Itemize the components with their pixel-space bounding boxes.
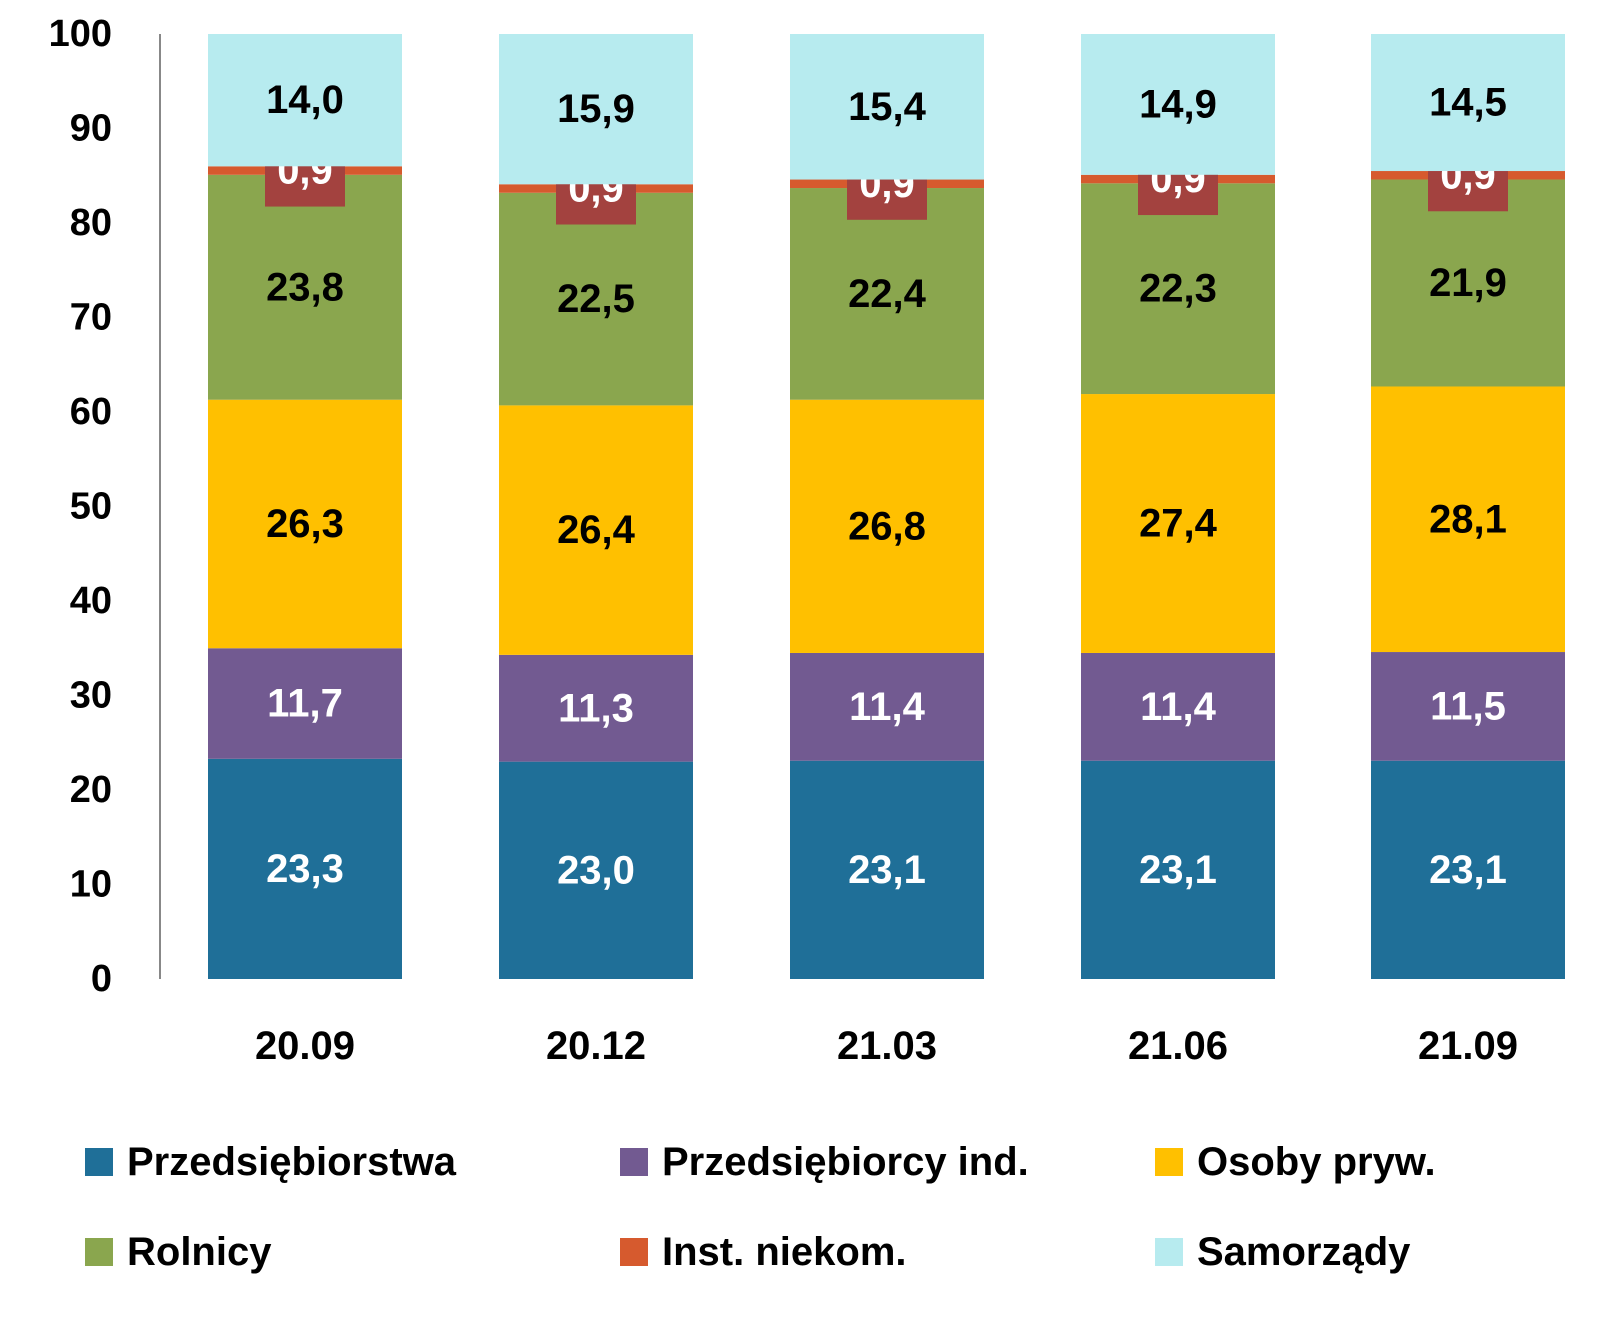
bar-segment	[790, 34, 984, 180]
bar-segment	[790, 188, 984, 400]
legend-swatch	[85, 1148, 113, 1176]
data-label: 26,3	[266, 502, 344, 546]
x-tick-label: 20.09	[255, 1024, 355, 1068]
legend-swatch	[85, 1238, 113, 1266]
legend-label: Rolnicy	[127, 1230, 272, 1274]
legend-label: Przedsiębiorstwa	[127, 1140, 457, 1184]
bar-segment	[790, 652, 984, 761]
data-label: 11,5	[1430, 684, 1506, 728]
bar-segment	[499, 192, 693, 406]
y-tick-label: 0	[91, 958, 112, 1000]
y-tick-label: 100	[49, 13, 112, 55]
legend-label: Inst. niekom.	[662, 1230, 907, 1274]
legend-label: Przedsiębiorcy ind.	[662, 1140, 1029, 1184]
y-tick-label: 20	[70, 769, 112, 811]
data-label: 23,3	[266, 847, 344, 891]
bar-segment	[1081, 760, 1275, 979]
bar-segment	[1081, 183, 1275, 395]
data-label: 23,8	[266, 265, 344, 309]
data-label: 15,9	[557, 87, 635, 131]
data-label: 28,1	[1429, 497, 1507, 541]
bar-segment	[208, 399, 402, 649]
data-label: 22,3	[1139, 267, 1217, 311]
bar-segment	[208, 174, 402, 400]
bar-segment	[499, 761, 693, 979]
legend-swatch	[620, 1148, 648, 1176]
bar-segment	[208, 758, 402, 979]
data-label: 11,7	[267, 682, 343, 726]
data-label: 11,3	[558, 686, 634, 730]
y-tick-label: 90	[70, 108, 112, 150]
y-tick-label: 80	[70, 202, 112, 244]
y-tick-label: 50	[70, 486, 112, 528]
legend-label: Osoby pryw.	[1197, 1140, 1436, 1184]
data-label: 23,1	[848, 848, 926, 892]
legend-swatch	[1155, 1238, 1183, 1266]
data-label: 14,5	[1429, 81, 1507, 125]
data-label: 11,4	[1140, 685, 1216, 729]
bar-segment	[1081, 394, 1275, 653]
x-tick-label: 20.12	[546, 1024, 646, 1068]
x-tick-label: 21.06	[1128, 1024, 1228, 1068]
bar-segment	[499, 405, 693, 655]
data-label: 14,9	[1139, 82, 1217, 126]
data-label: 22,4	[848, 272, 927, 316]
bar-segment	[208, 34, 402, 167]
y-tick-label: 70	[70, 297, 112, 339]
bar-segment	[790, 399, 984, 653]
legend-swatch	[620, 1238, 648, 1266]
data-label: 14,0	[266, 78, 344, 122]
bar-segment	[208, 648, 402, 759]
data-label: 22,5	[557, 277, 635, 321]
bar-segment	[1371, 652, 1565, 761]
data-label: 23,1	[1429, 848, 1507, 892]
y-tick-label: 40	[70, 580, 112, 622]
data-label: 15,4	[848, 85, 927, 129]
data-label: 11,4	[849, 685, 925, 729]
legend-swatch	[1155, 1148, 1183, 1176]
data-label: 26,4	[557, 508, 636, 552]
legend-label: Samorządy	[1197, 1230, 1411, 1274]
bar-segment	[1081, 652, 1275, 761]
data-label: 23,1	[1139, 848, 1217, 892]
bar-segment	[790, 760, 984, 979]
bar-segment	[1371, 34, 1565, 172]
data-label: 21,9	[1429, 261, 1507, 305]
bar-segment	[499, 654, 693, 762]
data-label: 27,4	[1139, 502, 1218, 546]
x-tick-label: 21.03	[837, 1024, 937, 1068]
x-tick-label: 21.09	[1418, 1024, 1518, 1068]
bar-segment	[1371, 179, 1565, 387]
y-tick-label: 10	[70, 864, 112, 906]
data-label: 23,0	[557, 848, 635, 892]
y-tick-label: 30	[70, 675, 112, 717]
bar-segment	[1081, 34, 1275, 175]
bar-segment	[1371, 760, 1565, 979]
bar-segment	[499, 34, 693, 185]
data-label: 26,8	[848, 504, 926, 548]
y-tick-label: 60	[70, 391, 112, 433]
bar-segment	[1371, 386, 1565, 653]
